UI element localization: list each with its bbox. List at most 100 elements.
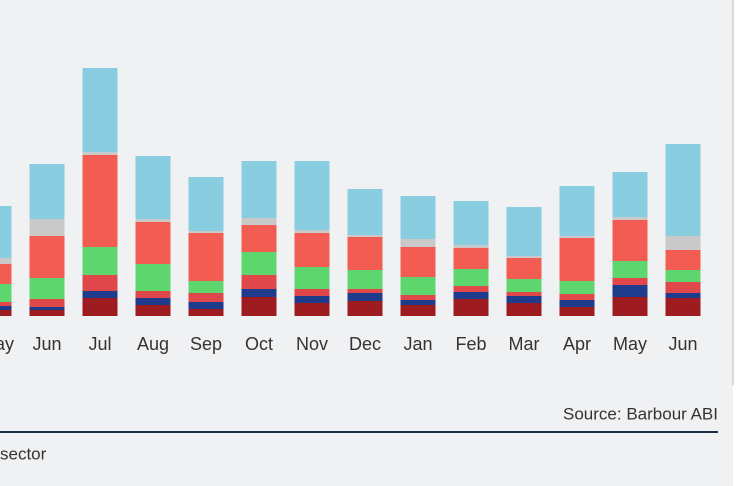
bar-segment — [82, 275, 118, 291]
x-tick-label: Nov — [296, 334, 328, 354]
bar-segment — [294, 303, 330, 316]
footer-text: sector — [0, 444, 47, 463]
bar-segment — [559, 307, 595, 316]
bar-segment — [400, 305, 436, 316]
bar-segment — [453, 248, 489, 269]
bar-segment — [188, 233, 224, 281]
bar-segment — [559, 294, 595, 300]
bar-segment — [135, 305, 171, 316]
bar-segment — [665, 250, 701, 270]
bar-segment — [612, 278, 648, 285]
bar-segment — [665, 298, 701, 316]
bar-segment — [188, 293, 224, 302]
bar-segment — [347, 293, 383, 301]
bar-segment — [294, 161, 330, 230]
bar-segment — [29, 164, 65, 219]
bar-segment — [506, 207, 542, 256]
bar-segment — [559, 186, 595, 236]
bar-segment — [294, 230, 330, 233]
bar-segment — [453, 286, 489, 292]
bar-segment — [82, 298, 118, 316]
bar-segment — [188, 302, 224, 309]
bar-segment — [347, 189, 383, 235]
bar-segment — [0, 258, 12, 264]
bar-segment — [188, 177, 224, 231]
bar-segment — [665, 144, 701, 236]
bar-segment — [29, 219, 65, 236]
bar-segment — [347, 237, 383, 270]
bar-segment — [347, 301, 383, 316]
bar-segment — [400, 196, 436, 239]
bar-segment — [135, 291, 171, 298]
bar-segment — [506, 292, 542, 296]
bar-segment — [506, 258, 542, 279]
bar-segment — [400, 295, 436, 300]
bar-segment — [135, 264, 171, 291]
bar-segment — [400, 239, 436, 247]
bar-segment — [82, 291, 118, 298]
bar-segment — [0, 264, 12, 284]
bar-segment — [241, 218, 277, 225]
bar-segment — [665, 293, 701, 298]
bar-segment — [29, 236, 65, 278]
bar-segment — [612, 297, 648, 316]
bar-segment — [453, 269, 489, 286]
bar-segment — [241, 252, 277, 275]
bar-segment — [347, 289, 383, 293]
right-margin — [733, 0, 741, 486]
bar-segment — [612, 172, 648, 217]
bar-segment — [241, 161, 277, 218]
bar-segment — [453, 299, 489, 316]
bar-segment — [82, 247, 118, 275]
bar-segment — [612, 285, 648, 297]
bar-segment — [612, 261, 648, 278]
bar-segment — [0, 306, 12, 310]
bar-segment — [294, 296, 330, 303]
bar-segment — [400, 277, 436, 295]
x-tick-label: Feb — [455, 334, 486, 354]
bar-segment — [400, 247, 436, 277]
bar-segment — [559, 300, 595, 307]
bar-segment — [188, 309, 224, 316]
bar-segment — [347, 235, 383, 237]
bar-segment — [612, 217, 648, 220]
bar-segment — [294, 289, 330, 296]
x-tick-label: Jun — [32, 334, 61, 354]
source-note: Source: Barbour ABI — [563, 404, 718, 423]
x-tick-label: Jan — [403, 334, 432, 354]
bar-segment — [294, 233, 330, 267]
bar-segment — [135, 156, 171, 219]
bar-segment — [506, 303, 542, 316]
bar-segment — [135, 298, 171, 305]
bar-segment — [506, 279, 542, 292]
x-tick-label: Apr — [563, 334, 591, 354]
bar-segment — [241, 289, 277, 297]
bar-segment — [559, 281, 595, 294]
x-tick-label: Dec — [349, 334, 381, 354]
bar-segment — [0, 302, 12, 306]
bar-segment — [82, 152, 118, 155]
bar-segment — [612, 220, 648, 261]
bar-segment — [29, 278, 65, 299]
bar-segment — [347, 270, 383, 289]
bar-segment — [400, 300, 436, 305]
x-tick-label: Sep — [190, 334, 222, 354]
bar-segment — [188, 231, 224, 233]
x-tick-label: Aug — [137, 334, 169, 354]
bar-segment — [0, 206, 12, 258]
x-tick-label: Jun — [668, 334, 697, 354]
bar-segment — [559, 236, 595, 238]
bar-segment — [506, 296, 542, 303]
x-tick-label: ay — [0, 334, 14, 354]
bar-segment — [82, 68, 118, 152]
bar-segment — [241, 275, 277, 289]
bar-segment — [0, 284, 12, 302]
bar-segment — [665, 270, 701, 282]
bar-segment — [241, 297, 277, 316]
bar-segment — [453, 201, 489, 245]
bar-segment — [0, 310, 12, 316]
bar-segment — [506, 256, 542, 258]
x-tick-label: Jul — [88, 334, 111, 354]
x-tick-label: May — [613, 334, 647, 354]
